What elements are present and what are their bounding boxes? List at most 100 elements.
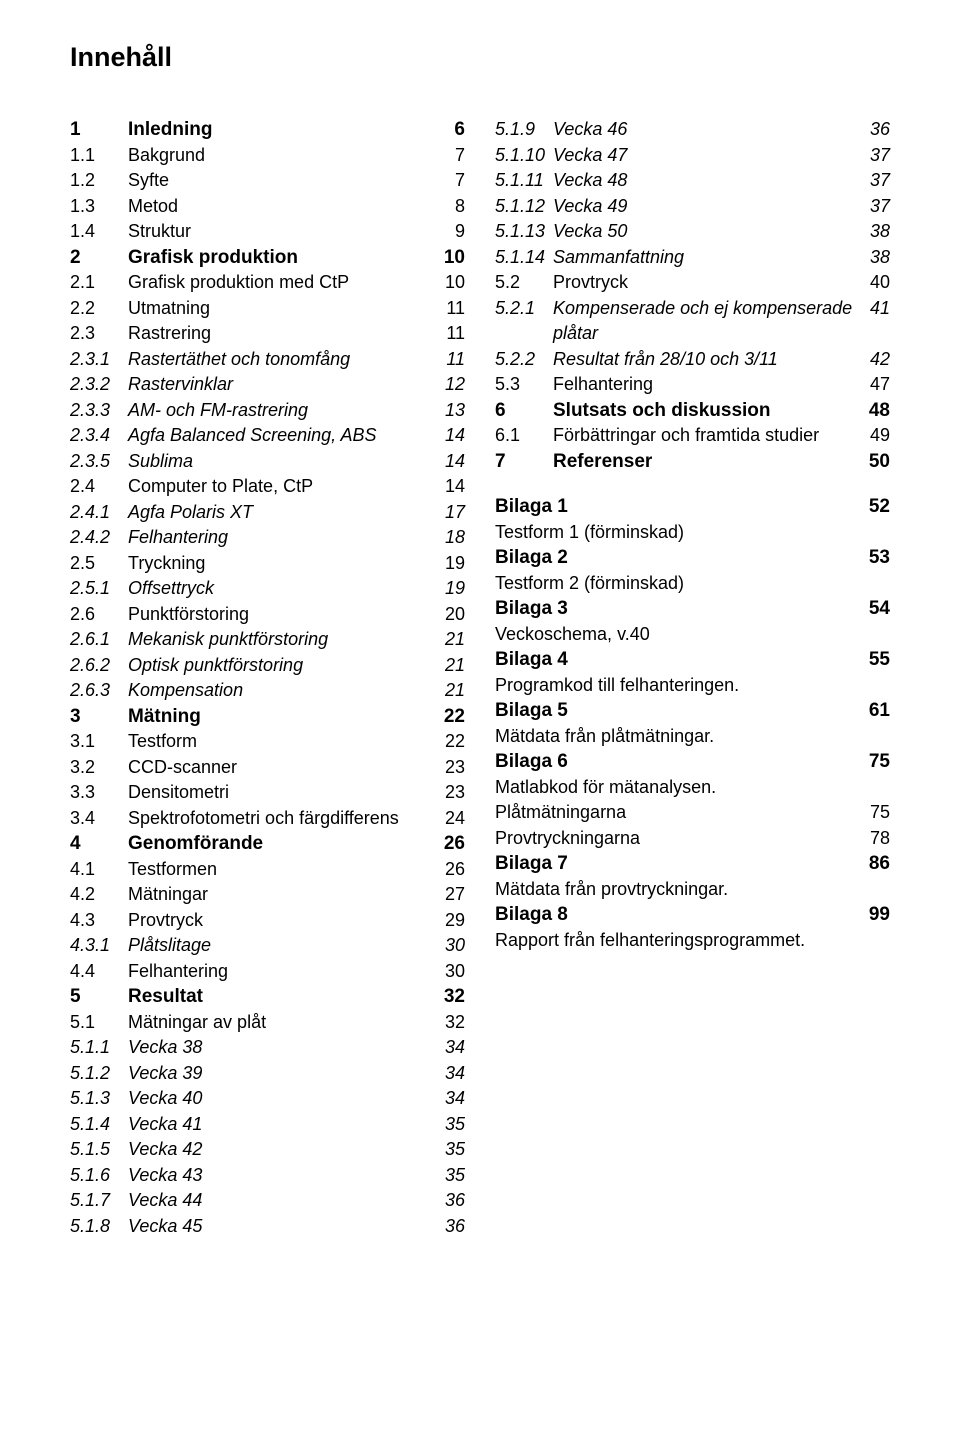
toc-entry: 6.1Förbättringar och framtida studier49: [495, 423, 890, 449]
toc-entry-page: 11: [437, 296, 465, 322]
toc-entry: 6Slutsats och diskussion48: [495, 398, 890, 424]
toc-entry-page: 35: [437, 1163, 465, 1189]
toc-entry-number: 3.1: [70, 729, 128, 755]
appendix-description: Rapport från felhanteringsprogrammet.: [495, 928, 890, 954]
toc-entry-page: 20: [437, 602, 465, 628]
toc-entry: 2.6.3Kompensation21: [70, 678, 465, 704]
toc-entry-title: Mätning: [128, 704, 437, 730]
toc-entry-page: 35: [437, 1112, 465, 1138]
toc-entry-page: 7: [437, 168, 465, 194]
toc-entry-page: 10: [437, 245, 465, 271]
toc-entry-page: 30: [437, 959, 465, 985]
toc-entry: 5.1.8Vecka 4536: [70, 1214, 465, 1240]
appendix-page: 55: [869, 647, 890, 673]
toc-entry: 1.4Struktur9: [70, 219, 465, 245]
toc-entry-title: Utmatning: [128, 296, 437, 322]
toc-entry-number: 2: [70, 245, 128, 271]
toc-entry-number: 2.3.3: [70, 398, 128, 424]
toc-entry-title: Rastertäthet och tonomfång: [128, 347, 437, 373]
toc-entry-number: 3.2: [70, 755, 128, 781]
toc-entry-page: 14: [437, 474, 465, 500]
appendix-description: Testform 1 (förminskad): [495, 520, 890, 546]
toc-entry-page: 26: [437, 857, 465, 883]
toc-entry-title: Vecka 48: [553, 168, 862, 194]
toc-entry-title: Densitometri: [128, 780, 437, 806]
toc-entry-number: 2.6: [70, 602, 128, 628]
toc-entry: 2.3.5Sublima14: [70, 449, 465, 475]
toc-entry-number: 5.1.6: [70, 1163, 128, 1189]
toc-entry-number: 4: [70, 831, 128, 857]
appendix-subentry: Provtryckningarna78: [495, 826, 890, 852]
appendix-page: 75: [869, 749, 890, 775]
toc-entry-title: Vecka 40: [128, 1086, 437, 1112]
toc-entry-number: 5.1.12: [495, 194, 553, 220]
toc-entry-title: Mekanisk punktförstoring: [128, 627, 437, 653]
toc-entry-title: Sublima: [128, 449, 437, 475]
appendix-description: Programkod till felhanteringen.: [495, 673, 890, 699]
toc-entry: 1.2Syfte7: [70, 168, 465, 194]
toc-entry-page: 30: [437, 933, 465, 959]
toc-entry-page: 11: [437, 321, 465, 347]
toc-entry-title: Spektrofotometri och färgdifferens: [128, 806, 437, 832]
toc-entry-title: Bakgrund: [128, 143, 437, 169]
toc-entry-page: 42: [862, 347, 890, 373]
appendix-description: Matlabkod för mätanalysen.: [495, 775, 890, 801]
toc-entry-number: 2.3.1: [70, 347, 128, 373]
toc-entry-number: 4.2: [70, 882, 128, 908]
toc-entry-number: 5.1.14: [495, 245, 553, 271]
toc-entry-number: 5.2.2: [495, 347, 553, 373]
toc-entry-title: Resultat från 28/10 och 3/11: [553, 347, 862, 373]
toc-entry-number: 5.1.9: [495, 117, 553, 143]
toc-entry-number: 5.1.1: [70, 1035, 128, 1061]
toc-entry-number: 4.1: [70, 857, 128, 883]
toc-entry-number: 7: [495, 449, 553, 475]
toc-entry-page: 38: [862, 219, 890, 245]
toc-entry-number: 3.4: [70, 806, 128, 832]
toc-entry-title: Vecka 39: [128, 1061, 437, 1087]
toc-entry-number: 5.2.1: [495, 296, 553, 322]
toc-entry-page: 21: [437, 678, 465, 704]
toc-entry-title: Vecka 38: [128, 1035, 437, 1061]
toc-entry-number: 5.2: [495, 270, 553, 296]
toc-entry-page: 19: [437, 576, 465, 602]
appendix-title: Bilaga 8: [495, 902, 869, 928]
toc-entry-title: Genomförande: [128, 831, 437, 857]
toc-entry: 5Resultat32: [70, 984, 465, 1010]
toc-entry-page: 11: [437, 347, 465, 373]
toc-entry-page: 13: [437, 398, 465, 424]
toc-entry-title: AM- och FM-rastrering: [128, 398, 437, 424]
toc-entry-page: 37: [862, 168, 890, 194]
toc-entry-page: 27: [437, 882, 465, 908]
toc-entry-page: 34: [437, 1086, 465, 1112]
toc-entry: 4.3Provtryck29: [70, 908, 465, 934]
appendix-page: 52: [869, 494, 890, 520]
toc-entry: 4.1Testformen26: [70, 857, 465, 883]
toc-entry: 2.3Rastrering11: [70, 321, 465, 347]
toc-entry-page: 49: [862, 423, 890, 449]
toc-entry-title: Vecka 46: [553, 117, 862, 143]
toc-entry-number: 6: [495, 398, 553, 424]
toc-entry-title: Rastrering: [128, 321, 437, 347]
toc-entry-title: Vecka 42: [128, 1137, 437, 1163]
toc-entry-number: 2.6.2: [70, 653, 128, 679]
toc-entry-page: 8: [437, 194, 465, 220]
toc-entry-number: 5.1: [70, 1010, 128, 1036]
toc-entry-number: 2.5.1: [70, 576, 128, 602]
toc-entry-number: 5.1.4: [70, 1112, 128, 1138]
toc-entry-number: 1.2: [70, 168, 128, 194]
toc-entry-title: Offsettryck: [128, 576, 437, 602]
appendix-subentry-title: Provtryckningarna: [495, 826, 870, 852]
toc-entry-title: Syfte: [128, 168, 437, 194]
toc-entry-title: Felhantering: [128, 959, 437, 985]
toc-entry-title: Grafisk produktion: [128, 245, 437, 271]
toc-entry-title: Optisk punktförstoring: [128, 653, 437, 679]
toc-column-left: 1Inledning61.1Bakgrund71.2Syfte71.3Metod…: [70, 117, 465, 1239]
spacer: [495, 474, 890, 494]
appendix-heading: Bilaga 455: [495, 647, 890, 673]
appendix-page: 99: [869, 902, 890, 928]
appendix-heading: Bilaga 675: [495, 749, 890, 775]
toc-entry-number: 2.6.3: [70, 678, 128, 704]
toc-entry-page: 32: [437, 984, 465, 1010]
toc-entry-page: 14: [437, 423, 465, 449]
toc-entry: 5.2.1Kompenserade och ej kompenserade pl…: [495, 296, 890, 347]
